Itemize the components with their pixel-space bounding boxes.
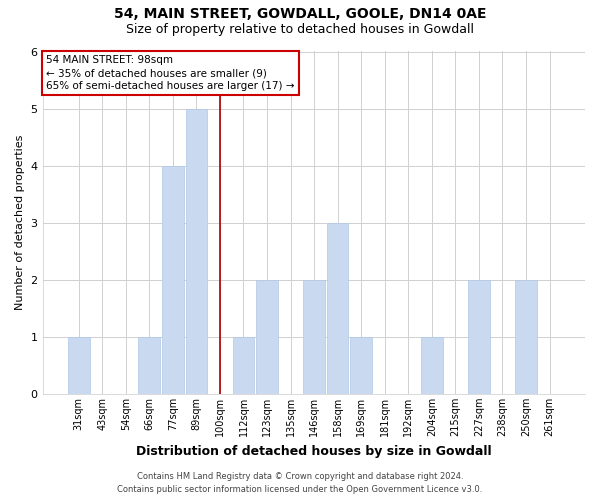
Bar bbox=[139, 337, 160, 394]
Bar bbox=[515, 280, 537, 394]
Bar bbox=[256, 280, 278, 394]
X-axis label: Distribution of detached houses by size in Gowdall: Distribution of detached houses by size … bbox=[136, 444, 492, 458]
Text: Contains HM Land Registry data © Crown copyright and database right 2024.
Contai: Contains HM Land Registry data © Crown c… bbox=[118, 472, 482, 494]
Y-axis label: Number of detached properties: Number of detached properties bbox=[15, 135, 25, 310]
Bar bbox=[303, 280, 325, 394]
Bar bbox=[68, 337, 89, 394]
Text: 54, MAIN STREET, GOWDALL, GOOLE, DN14 0AE: 54, MAIN STREET, GOWDALL, GOOLE, DN14 0A… bbox=[114, 8, 486, 22]
Bar bbox=[421, 337, 443, 394]
Text: Size of property relative to detached houses in Gowdall: Size of property relative to detached ho… bbox=[126, 22, 474, 36]
Bar bbox=[233, 337, 254, 394]
Text: 54 MAIN STREET: 98sqm
← 35% of detached houses are smaller (9)
65% of semi-detac: 54 MAIN STREET: 98sqm ← 35% of detached … bbox=[46, 55, 295, 92]
Bar bbox=[162, 166, 184, 394]
Bar bbox=[350, 337, 372, 394]
Bar bbox=[185, 108, 207, 394]
Bar bbox=[327, 222, 349, 394]
Bar bbox=[468, 280, 490, 394]
